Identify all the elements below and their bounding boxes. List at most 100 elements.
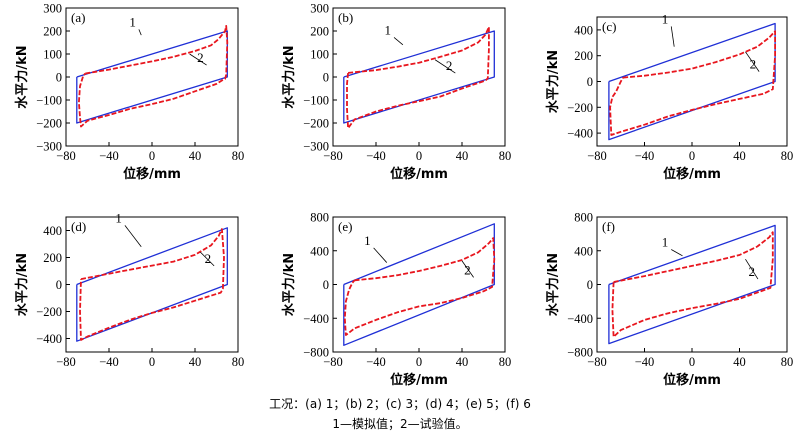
- y-axis-label: 水平力/kN: [545, 50, 561, 113]
- x-tick-label: −80: [56, 355, 76, 369]
- y-tick-label: −400: [567, 312, 593, 326]
- panel-label: (c): [602, 19, 616, 34]
- chart-panel-e: −80 −40 0 40 80−800−400040080012(e)水平力/kN位移/…: [281, 211, 511, 389]
- annotation-label-2: 2: [748, 264, 755, 279]
- chart-panel-f: −80 −40 0 40 80−800−400040080012(f)水平力/kN位移/…: [545, 211, 793, 389]
- annotation-label-1: 1: [115, 210, 122, 225]
- annotation-leader: [373, 247, 388, 263]
- y-tick-label: 200: [43, 25, 62, 39]
- series-simulated-line: [343, 223, 495, 346]
- y-tick-label: 100: [310, 48, 329, 62]
- chart-panel-b: −80 −40 0 40 80 −300 −200 −100 0 100 200 300 1 2 (b) 水平…: [281, 2, 511, 183]
- x-tick-label: 40: [733, 355, 746, 369]
- x-tick-label: −40: [366, 149, 386, 163]
- series-test-line: [611, 231, 774, 338]
- plot-frame: [65, 7, 239, 147]
- annotation-label-2: 2: [446, 58, 453, 73]
- x-tick-label: −80: [323, 149, 343, 163]
- series-test-line: [79, 228, 225, 341]
- plot-frame: [332, 216, 506, 353]
- y-tick-label: 200: [43, 251, 62, 265]
- caption-legend: 1—模拟值；2—试验值。: [332, 417, 468, 431]
- x-tick-label: 80: [232, 149, 245, 163]
- chart-panel-a: −80 −40 0 40 80 −300 −200 −100 0 100 200 300 1 2 (a) 水平…: [14, 2, 244, 183]
- y-tick-label: 200: [574, 49, 593, 63]
- y-tick-label: −800: [303, 346, 329, 360]
- series-test-line: [343, 237, 496, 337]
- y-tick-label: −100: [303, 94, 329, 108]
- chart-panel-c: −80 −40 0 40 80−400−200020040012(c)水平力/kN位移/…: [545, 11, 793, 182]
- x-tick-label: 80: [781, 355, 794, 369]
- annotation-label-1: 1: [129, 14, 136, 29]
- x-tick-label: 40: [189, 355, 202, 369]
- panel-label: (e): [338, 219, 352, 234]
- x-tick-label: 40: [456, 355, 469, 369]
- annotation-leader: [745, 258, 759, 280]
- x-axis-label: 位移/mm: [123, 166, 181, 182]
- annotation-label-2: 2: [464, 262, 471, 277]
- y-tick-label: −300: [36, 140, 62, 154]
- series-simulated-line: [608, 22, 776, 141]
- y-tick-label: −200: [567, 101, 593, 115]
- figure-captions: 工况：(a) 1；(b) 2；(c) 3；(d) 4；(e) 5；(f) 6 1…: [0, 394, 800, 434]
- series-test-line: [346, 25, 490, 130]
- y-tick-label: 0: [56, 278, 62, 292]
- y-tick-label: 0: [323, 278, 329, 292]
- x-tick-label: −40: [99, 355, 119, 369]
- panel-label: (f): [602, 219, 615, 234]
- x-tick-label: 80: [781, 149, 794, 163]
- x-tick-label: −40: [99, 149, 119, 163]
- series-test-line: [78, 24, 229, 128]
- y-tick-label: 300: [43, 2, 62, 16]
- annotation-label-2: 2: [205, 251, 212, 266]
- x-tick-label: −40: [366, 355, 386, 369]
- y-axis-label: 水平力/kN: [545, 253, 561, 316]
- y-tick-label: 0: [587, 278, 593, 292]
- x-tick-label: 0: [416, 355, 422, 369]
- plot-frame: [596, 16, 788, 147]
- y-tick-label: −400: [303, 312, 329, 326]
- annotation-label-1: 1: [364, 233, 371, 248]
- x-tick-label: 40: [733, 149, 746, 163]
- annotation-leader: [200, 251, 215, 267]
- series-simulated-line: [76, 30, 228, 124]
- y-tick-label: 0: [323, 71, 329, 85]
- annotation-leader: [461, 260, 474, 278]
- y-tick-label: 0: [587, 75, 593, 89]
- series-simulated-line: [343, 30, 495, 124]
- x-tick-label: −80: [587, 149, 607, 163]
- x-tick-label: 0: [689, 149, 695, 163]
- y-tick-label: −200: [36, 117, 62, 131]
- panel-label: (d): [71, 219, 86, 234]
- x-tick-label: 80: [499, 149, 512, 163]
- panel-label: (b): [338, 10, 353, 25]
- annotation-leader: [671, 249, 683, 257]
- annotation-label-1: 1: [662, 11, 669, 26]
- x-tick-label: 0: [416, 149, 422, 163]
- panel-label: (a): [71, 10, 85, 25]
- x-tick-label: −80: [587, 355, 607, 369]
- plot-frame: [596, 216, 788, 353]
- y-tick-label: 300: [310, 2, 329, 16]
- y-tick-label: −300: [303, 140, 329, 154]
- plot-frame: [65, 216, 239, 353]
- y-tick-label: 800: [310, 211, 329, 225]
- y-tick-label: 400: [574, 23, 593, 37]
- x-axis-label: 位移/mm: [390, 166, 448, 182]
- y-tick-label: 0: [56, 71, 62, 85]
- y-tick-label: −100: [36, 94, 62, 108]
- y-tick-label: −200: [36, 305, 62, 319]
- x-tick-label: 40: [456, 149, 469, 163]
- annotation-leader: [434, 59, 456, 74]
- x-tick-label: −80: [323, 355, 343, 369]
- annotation-leader: [124, 225, 142, 247]
- y-axis-label: 水平力/kN: [14, 253, 30, 316]
- y-tick-label: −400: [36, 332, 62, 346]
- x-tick-label: 40: [189, 149, 202, 163]
- x-axis-label: 位移/mm: [663, 166, 721, 182]
- y-tick-label: 800: [574, 211, 593, 225]
- x-axis-label: 位移/mm: [663, 372, 721, 388]
- y-tick-label: 400: [574, 244, 593, 258]
- y-tick-label: −400: [567, 127, 593, 141]
